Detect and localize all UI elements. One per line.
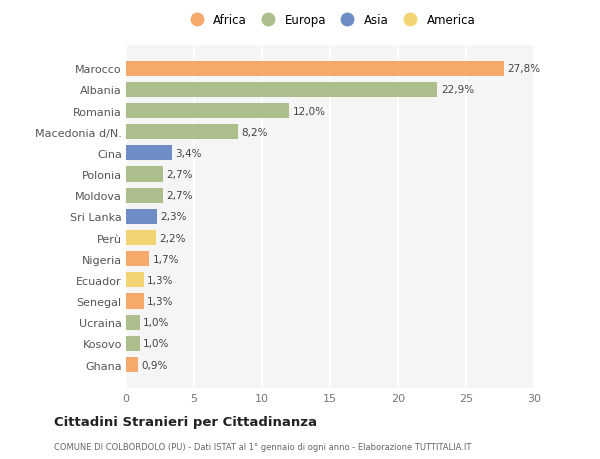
Legend: Africa, Europa, Asia, America: Africa, Europa, Asia, America — [181, 11, 479, 31]
Text: 2,7%: 2,7% — [166, 170, 193, 179]
Bar — [126, 167, 163, 182]
Text: 2,7%: 2,7% — [166, 191, 193, 201]
Text: 2,2%: 2,2% — [160, 233, 186, 243]
Text: 2,3%: 2,3% — [161, 212, 187, 222]
Bar — [126, 230, 156, 246]
Text: 0,9%: 0,9% — [142, 360, 168, 369]
Bar — [126, 83, 437, 98]
Text: 22,9%: 22,9% — [441, 85, 474, 95]
Text: 1,3%: 1,3% — [147, 297, 173, 306]
Bar — [126, 146, 172, 161]
Bar — [126, 252, 149, 267]
Bar — [126, 357, 138, 372]
Bar — [126, 294, 143, 309]
Bar — [126, 188, 163, 203]
Text: 1,0%: 1,0% — [143, 318, 169, 327]
Bar — [126, 273, 143, 288]
Text: 27,8%: 27,8% — [508, 64, 541, 74]
Text: Cittadini Stranieri per Cittadinanza: Cittadini Stranieri per Cittadinanza — [54, 415, 317, 428]
Bar — [126, 315, 140, 330]
Bar — [126, 336, 140, 351]
Text: 12,0%: 12,0% — [293, 106, 326, 116]
Text: 1,0%: 1,0% — [143, 339, 169, 348]
Text: COMUNE DI COLBORDOLO (PU) - Dati ISTAT al 1° gennaio di ogni anno - Elaborazione: COMUNE DI COLBORDOLO (PU) - Dati ISTAT a… — [54, 442, 472, 451]
Bar — [126, 125, 238, 140]
Text: 3,4%: 3,4% — [176, 149, 202, 158]
Bar — [126, 62, 504, 77]
Bar — [126, 104, 289, 119]
Text: 1,3%: 1,3% — [147, 275, 173, 285]
Text: 1,7%: 1,7% — [152, 254, 179, 264]
Text: 8,2%: 8,2% — [241, 128, 268, 137]
Bar — [126, 209, 157, 224]
